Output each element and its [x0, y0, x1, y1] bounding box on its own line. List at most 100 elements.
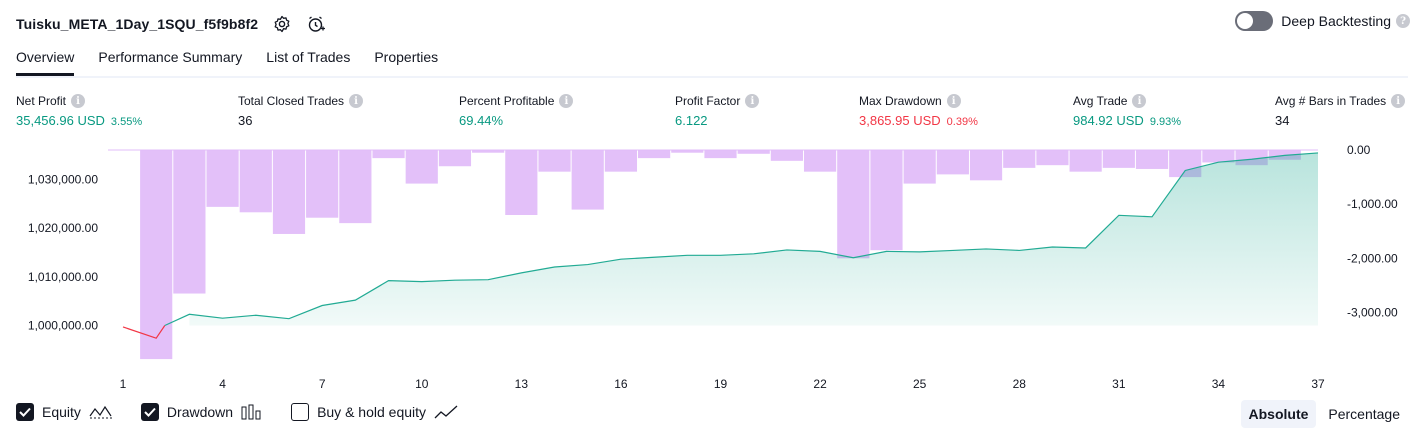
x-axis-tick-label: 13 [515, 377, 529, 391]
metric-value: 36 [238, 113, 253, 128]
drawdown-bar [770, 150, 803, 161]
absolute-button[interactable]: Absolute [1240, 400, 1317, 428]
info-icon[interactable]: i [745, 94, 760, 108]
settings-icon[interactable] [272, 14, 292, 34]
drawdown-bar [1202, 150, 1235, 163]
metric-total-closed-trades: Total Closed Trades i 36 [238, 93, 364, 128]
tab-list-of-trades[interactable]: List of Trades [266, 49, 351, 65]
metric-avg-trade: Avg Trade i 984.92 USD 9.93% [1073, 93, 1181, 128]
equity-line [164, 152, 1319, 327]
percentage-button[interactable]: Percentage [1328, 406, 1400, 422]
drawdown-bar [1135, 150, 1169, 169]
strategy-header: Tuisku_META_1Day_1SQU_f5f9b8f2 [16, 11, 326, 37]
metric-value: 3,865.95 USD [859, 113, 941, 128]
metric-value: 6.122 [675, 113, 708, 128]
legend-label: Drawdown [166, 404, 234, 420]
legend-drawdown[interactable]: Drawdown [140, 403, 263, 421]
buy-hold-checkbox[interactable] [291, 403, 310, 421]
metric-net-profit: Net Profit i 35,456.96 USD 3.55% [16, 93, 142, 128]
equity-checkbox[interactable] [16, 403, 34, 421]
right-axis-tick-label: -2,000.00 [1347, 251, 1398, 265]
drawdown-checkbox[interactable] [140, 403, 159, 421]
drawdown-bar [936, 150, 969, 175]
metric-profit-factor: Profit Factor i 6.122 [675, 93, 760, 128]
drawdown-bar [571, 150, 604, 210]
metric-label: Avg # Bars in Trades [1275, 94, 1387, 108]
drawdown-bar [239, 150, 272, 213]
drawdown-bar [272, 150, 306, 234]
metric-value: 69.44% [459, 113, 504, 128]
drawdown-bar [1036, 150, 1069, 166]
drawdown-bar [638, 150, 671, 159]
deep-backtesting-toggle[interactable] [1235, 11, 1274, 31]
alert-clock-icon[interactable] [306, 14, 326, 34]
x-axis-tick-label: 4 [219, 377, 226, 391]
metric-label: Net Profit [16, 94, 67, 108]
right-axis-tick-label: -1,000.00 [1347, 197, 1398, 211]
drawdown-bar [1102, 150, 1135, 168]
x-axis-tick-label: 1 [120, 377, 127, 391]
left-axis-tick-label: 1,010,000.00 [28, 270, 98, 284]
metric-label: Max Drawdown [859, 94, 942, 108]
info-icon[interactable]: i [946, 94, 961, 108]
metric-label: Total Closed Trades [238, 94, 345, 108]
x-axis-tick-label: 25 [913, 377, 927, 391]
tab-properties[interactable]: Properties [374, 49, 439, 65]
info-icon[interactable]: i [559, 94, 574, 108]
deep-backtesting-label: Deep Backtesting [1281, 13, 1391, 29]
metric-percent-profitable: Percent Profitable i 69.44% [459, 93, 574, 128]
metric-percent: 3.55% [110, 116, 143, 128]
report-tabs: Overview Performance Summary List of Tra… [16, 46, 1408, 78]
equity-line-icon [89, 404, 113, 420]
strategy-title: Tuisku_META_1Day_1SQU_f5f9b8f2 [16, 16, 259, 32]
drawdown-bar [306, 150, 339, 218]
x-axis-tick-label: 34 [1212, 377, 1226, 391]
buy-hold-line-icon [434, 404, 458, 420]
x-axis-tick-label: 28 [1013, 377, 1027, 391]
legend-equity[interactable]: Equity [16, 403, 113, 421]
metric-value: 34 [1275, 113, 1290, 128]
drawdown-bar [803, 150, 837, 172]
info-icon[interactable]: ? [1396, 14, 1410, 28]
metric-value: 984.92 USD [1073, 113, 1144, 128]
info-icon[interactable]: i [1132, 94, 1147, 108]
drawdown-bar [372, 150, 405, 159]
metric-value: 35,456.96 USD [16, 113, 105, 128]
legend-buy-hold[interactable]: Buy & hold equity [291, 403, 458, 421]
info-icon[interactable]: i [1391, 94, 1406, 108]
left-axis-tick-label: 1,030,000.00 [28, 172, 98, 186]
x-axis-tick-label: 37 [1311, 377, 1325, 391]
drawdown-bar [140, 150, 173, 360]
drawdown-bar [837, 150, 870, 259]
drawdown-bar [173, 150, 206, 294]
drawdown-bar [438, 150, 472, 167]
drawdown-bar [405, 150, 438, 184]
drawdown-bars-icon [241, 404, 263, 420]
tab-overview[interactable]: Overview [16, 46, 75, 76]
right-axis-tick-label: -3,000.00 [1347, 306, 1398, 320]
tab-performance-summary[interactable]: Performance Summary [98, 49, 243, 65]
drawdown-bar [538, 150, 571, 172]
drawdown-bar [206, 150, 239, 207]
drawdown-bar [1069, 150, 1102, 172]
drawdown-bar [870, 150, 903, 251]
metric-percent: 9.93% [1149, 116, 1182, 128]
drawdown-bar [339, 150, 372, 224]
equity-area [189, 152, 1318, 326]
drawdown-bar [969, 150, 1003, 181]
metric-label: Percent Profitable [459, 94, 555, 108]
legend-label: Buy & hold equity [317, 404, 427, 420]
x-axis-tick-label: 31 [1112, 377, 1126, 391]
drawdown-bar [505, 150, 538, 215]
metric-max-drawdown: Max Drawdown i 3,865.95 USD 0.39% [859, 93, 978, 128]
x-axis-tick-label: 16 [614, 377, 628, 391]
metric-label: Avg Trade [1073, 94, 1128, 108]
drawdown-bar [671, 150, 704, 153]
legend-label: Equity [42, 404, 81, 420]
drawdown-bar [737, 150, 770, 154]
equity-drawdown-chart: 1,000,000.00 1,010,000.00 1,020,000.00 1,03… [28, 143, 1398, 391]
x-axis-tick-label: 10 [415, 377, 429, 391]
info-icon[interactable]: i [71, 94, 86, 108]
info-icon[interactable]: i [349, 94, 364, 108]
drawdown-bar [704, 150, 737, 159]
